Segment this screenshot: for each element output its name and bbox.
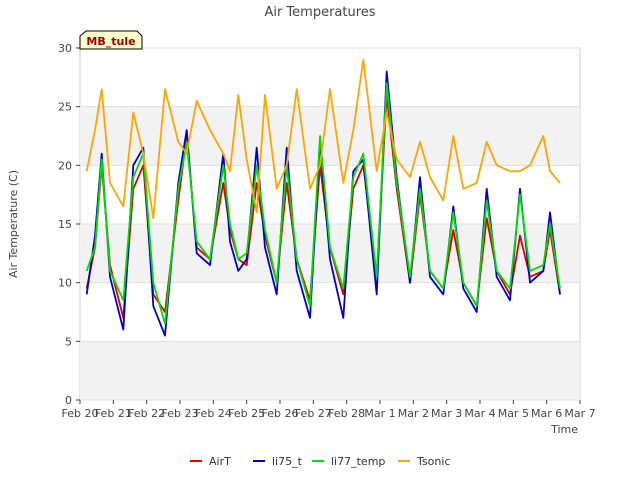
x-axis-label: Time xyxy=(550,423,578,436)
x-tick-label: Feb 24 xyxy=(195,407,232,420)
x-tick-label: Feb 28 xyxy=(328,407,365,420)
y-tick-label: 0 xyxy=(65,394,72,407)
site-label-box: MB_tule xyxy=(79,30,143,50)
y-tick-label: 15 xyxy=(58,218,72,231)
x-tick-label: Mar 1 xyxy=(364,407,395,420)
legend: AirT li75_t li77_temp Tsonic xyxy=(190,455,450,468)
y-tick-label: 25 xyxy=(58,101,72,114)
y-tick-label: 5 xyxy=(65,335,72,348)
y-axis: 0 5 10 15 20 25 30 xyxy=(58,42,80,407)
x-tick-label: Feb 21 xyxy=(95,407,132,420)
legend-label: AirT xyxy=(209,455,231,468)
grid-band xyxy=(80,341,580,400)
chart-title: Air Temperatures xyxy=(264,5,375,20)
x-tick-label: Feb 22 xyxy=(128,407,165,420)
x-tick-label: Mar 3 xyxy=(431,407,462,420)
legend-label: Tsonic xyxy=(416,455,450,468)
x-tick-label: Mar 4 xyxy=(464,407,495,420)
y-tick-label: 30 xyxy=(58,42,72,55)
x-tick-label: Mar 7 xyxy=(564,407,595,420)
x-tick-label: Feb 20 xyxy=(62,407,99,420)
x-tick-label: Mar 6 xyxy=(531,407,562,420)
y-axis-label: Air Temperature (C) xyxy=(7,170,20,278)
x-tick-label: Feb 23 xyxy=(162,407,199,420)
series-line-li77-temp xyxy=(85,82,561,325)
x-tick-label: Feb 26 xyxy=(262,407,299,420)
grid-band xyxy=(80,106,580,166)
y-tick-label: 10 xyxy=(58,277,72,290)
legend-label: li75_t xyxy=(272,455,303,468)
series-lines xyxy=(85,58,561,337)
site-label: MB_tule xyxy=(86,35,135,48)
series-line-tsonic xyxy=(85,58,561,220)
x-tick-label: Feb 25 xyxy=(228,407,265,420)
y-tick-label: 20 xyxy=(58,159,72,172)
x-tick-label: Mar 5 xyxy=(498,407,529,420)
legend-label: li77_temp xyxy=(331,455,385,468)
x-tick-label: Feb 27 xyxy=(295,407,332,420)
x-tick-label: Mar 2 xyxy=(398,407,429,420)
